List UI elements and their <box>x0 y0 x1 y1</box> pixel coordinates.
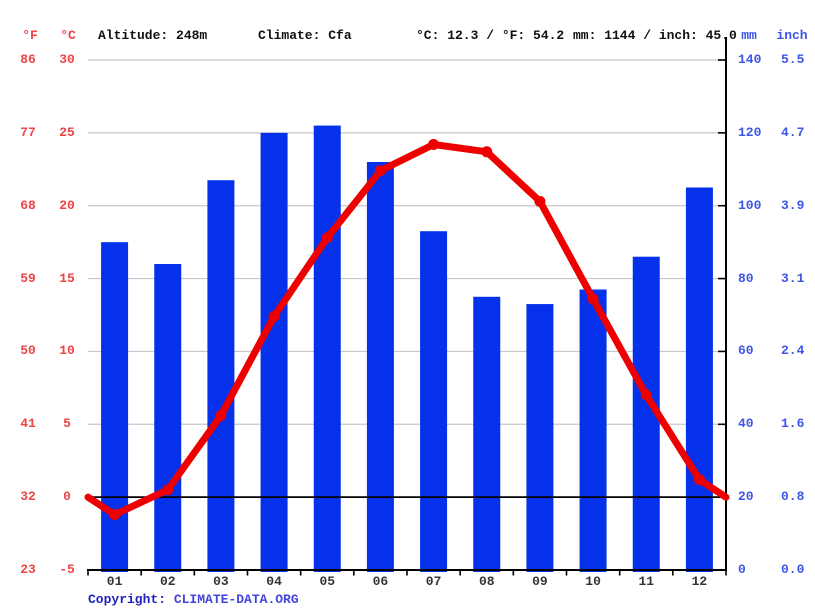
mm-tick-label: 40 <box>738 416 754 432</box>
month-label-03: 03 <box>213 574 229 589</box>
inch-tick-label: 3.9 <box>781 197 805 213</box>
fahrenheit-tick-label: 86 <box>20 52 36 67</box>
mm-axis-title: mm <box>741 28 757 43</box>
mm-tick-label: 140 <box>738 52 762 67</box>
precip-bar-08 <box>473 296 501 572</box>
precip-bar-02 <box>154 264 182 572</box>
fahrenheit-tick-label: 50 <box>20 343 36 359</box>
precip-bar-05 <box>313 125 341 573</box>
precip-bar-04 <box>260 132 288 572</box>
altitude-label: Altitude: 248m <box>98 28 208 43</box>
month-label-01: 01 <box>106 574 123 589</box>
fahrenheit-tick-label: 41 <box>20 416 36 432</box>
fahrenheit-tick-label: 77 <box>20 124 36 140</box>
inch-tick-label: 0.8 <box>781 489 805 505</box>
month-label-11: 11 <box>638 574 655 589</box>
temperature-point-11 <box>640 389 652 401</box>
copyright-label: Copyright: <box>88 592 167 607</box>
month-label-05: 05 <box>319 574 336 589</box>
inch-tick-label: 0.0 <box>781 562 805 577</box>
month-label-02: 02 <box>159 574 176 589</box>
fahrenheit-tick-label: 23 <box>20 562 36 577</box>
mm-tick-label: 20 <box>738 489 754 505</box>
temperature-point-03 <box>215 410 227 422</box>
temperature-point-02 <box>162 484 174 496</box>
mm-tick-label: 80 <box>738 270 754 286</box>
celsius-tick-label: 10 <box>59 343 75 359</box>
celsius-tick-label: 20 <box>59 197 75 213</box>
fahrenheit-tick-label: 32 <box>20 489 36 505</box>
celsius-tick-label: 0 <box>63 489 71 505</box>
mm-tick-label: 100 <box>738 197 762 213</box>
celsius-tick-label: 30 <box>59 52 75 67</box>
month-label-12: 12 <box>691 574 708 589</box>
mm-tick-label: 120 <box>738 124 762 140</box>
mm-tick-label: 60 <box>738 343 754 359</box>
climate-data-org-link[interactable]: CLIMATE-DATA.ORG <box>173 592 299 607</box>
month-label-08: 08 <box>478 574 495 589</box>
fahrenheit-tick-label: 59 <box>20 270 36 286</box>
celsius-tick-label: 15 <box>59 270 75 286</box>
inch-tick-label: 3.1 <box>781 270 805 286</box>
celsius-tick-label: -5 <box>59 562 75 577</box>
precip-bar-03 <box>207 180 235 572</box>
temperature-point-07 <box>428 139 440 151</box>
temperature-point-10 <box>587 293 599 305</box>
inch-tick-label: 4.7 <box>781 124 805 140</box>
precip-bar-01 <box>101 242 129 572</box>
temperature-line <box>84 141 730 519</box>
fahrenheit-tick-label: 68 <box>20 197 36 213</box>
temperature-point-09 <box>534 195 546 207</box>
month-label-10: 10 <box>585 574 601 589</box>
temperature-point-06 <box>374 165 386 177</box>
precip-bar-10 <box>579 289 607 572</box>
mm-tick-label: 0 <box>738 562 746 577</box>
inch-tick-label: 1.6 <box>781 416 805 432</box>
celsius-tick-label: 25 <box>59 124 75 140</box>
precip-bar-06 <box>366 162 394 572</box>
inch-tick-label: 2.4 <box>781 343 805 359</box>
temperature-point-01 <box>109 509 121 521</box>
precip-bar-12 <box>685 187 713 572</box>
precip-bar-09 <box>526 304 554 572</box>
copyright-line: Copyright: CLIMATE-DATA.ORG <box>88 592 299 608</box>
month-label-09: 09 <box>532 574 548 589</box>
annual-temperature-summary: °C: 12.3 / °F: 54.2 <box>416 28 565 43</box>
month-label-04: 04 <box>266 574 282 589</box>
inch-axis-title: inch <box>776 28 808 43</box>
celsius-tick-label: 5 <box>63 416 71 432</box>
precip-bar-07 <box>420 231 448 572</box>
inch-tick-label: 5.5 <box>781 52 805 67</box>
temperature-point-12 <box>693 474 705 486</box>
celsius-axis-title: °C <box>60 28 76 43</box>
temperature-point-04 <box>268 310 280 322</box>
fahrenheit-axis-title: °F <box>22 28 38 43</box>
temperature-point-08 <box>481 146 493 158</box>
temperature-point-05 <box>321 232 333 244</box>
month-label-06: 06 <box>372 574 389 589</box>
month-label-07: 07 <box>425 574 442 589</box>
annual-precipitation-summary: mm: 1144 / inch: 45.0 <box>573 28 737 43</box>
climate-classification-label: Climate: Cfa <box>258 28 352 43</box>
